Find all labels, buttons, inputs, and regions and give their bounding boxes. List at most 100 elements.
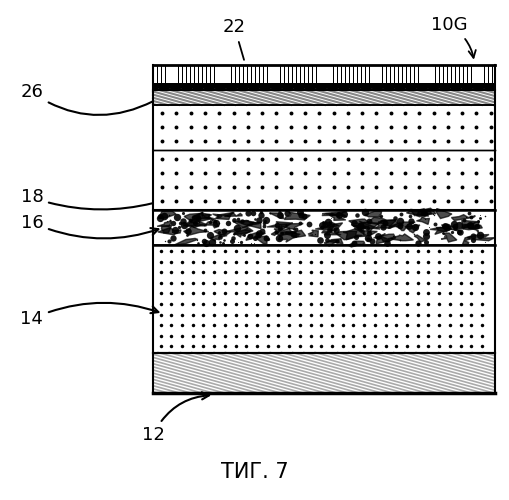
Bar xyxy=(479,65,483,82)
Bar xyxy=(439,65,442,82)
Bar xyxy=(349,65,353,82)
Bar xyxy=(153,352,494,393)
Bar xyxy=(378,65,381,82)
Polygon shape xyxy=(328,238,342,244)
Polygon shape xyxy=(307,230,318,237)
Polygon shape xyxy=(174,238,197,245)
Bar xyxy=(414,65,418,82)
Bar xyxy=(215,65,218,82)
Bar xyxy=(484,65,487,82)
Polygon shape xyxy=(267,222,292,231)
Bar xyxy=(317,65,320,82)
Bar xyxy=(422,65,426,82)
Polygon shape xyxy=(284,212,309,220)
Bar xyxy=(361,65,365,82)
Polygon shape xyxy=(247,222,261,228)
Bar xyxy=(190,65,194,82)
Bar xyxy=(443,65,446,82)
Bar xyxy=(170,65,174,82)
Bar xyxy=(199,65,202,82)
Polygon shape xyxy=(335,231,362,239)
Polygon shape xyxy=(183,226,208,235)
Polygon shape xyxy=(348,219,369,224)
Polygon shape xyxy=(373,234,395,242)
Polygon shape xyxy=(353,221,379,229)
Bar xyxy=(153,210,494,245)
Bar xyxy=(418,65,422,82)
Polygon shape xyxy=(323,240,338,246)
Polygon shape xyxy=(378,220,395,226)
Bar xyxy=(276,65,279,82)
Polygon shape xyxy=(359,222,378,233)
Bar xyxy=(455,65,459,82)
Bar xyxy=(475,65,479,82)
Polygon shape xyxy=(158,228,181,235)
Polygon shape xyxy=(269,210,283,218)
Polygon shape xyxy=(161,225,172,233)
Bar xyxy=(153,105,494,150)
Bar xyxy=(174,65,178,82)
Bar xyxy=(207,65,210,82)
Bar xyxy=(382,65,385,82)
Bar xyxy=(166,65,169,82)
Polygon shape xyxy=(291,230,305,237)
Polygon shape xyxy=(271,228,281,235)
Polygon shape xyxy=(375,220,398,228)
Polygon shape xyxy=(327,223,342,232)
Polygon shape xyxy=(450,214,474,220)
Bar xyxy=(154,65,157,82)
Polygon shape xyxy=(210,234,227,241)
Polygon shape xyxy=(236,220,259,226)
Polygon shape xyxy=(184,214,200,220)
Bar xyxy=(321,65,324,82)
Polygon shape xyxy=(191,212,213,222)
Polygon shape xyxy=(276,228,295,236)
Bar xyxy=(194,65,198,82)
Bar xyxy=(182,65,186,82)
Polygon shape xyxy=(367,218,386,224)
Polygon shape xyxy=(440,233,456,242)
Bar xyxy=(451,65,455,82)
Polygon shape xyxy=(324,222,338,228)
Bar xyxy=(406,65,410,82)
Bar xyxy=(231,65,235,82)
Polygon shape xyxy=(315,224,334,230)
Bar xyxy=(235,65,239,82)
Bar xyxy=(268,65,271,82)
Polygon shape xyxy=(210,216,221,221)
Bar xyxy=(153,245,494,352)
Polygon shape xyxy=(329,214,345,220)
Polygon shape xyxy=(441,225,461,232)
Bar xyxy=(264,65,267,82)
Polygon shape xyxy=(343,229,365,240)
Polygon shape xyxy=(233,220,253,228)
Polygon shape xyxy=(410,208,435,216)
Polygon shape xyxy=(186,219,207,226)
Bar xyxy=(251,65,255,82)
Bar xyxy=(374,65,377,82)
Polygon shape xyxy=(226,226,252,234)
Polygon shape xyxy=(395,222,414,230)
Text: 14: 14 xyxy=(20,303,158,328)
Bar xyxy=(284,65,288,82)
Text: 12: 12 xyxy=(142,392,209,444)
Bar xyxy=(337,65,341,82)
Bar xyxy=(386,65,389,82)
Polygon shape xyxy=(462,222,478,228)
Polygon shape xyxy=(212,214,230,220)
Polygon shape xyxy=(285,232,296,237)
Bar xyxy=(256,65,259,82)
Bar xyxy=(243,65,247,82)
Polygon shape xyxy=(278,232,300,242)
Bar xyxy=(203,65,206,82)
Polygon shape xyxy=(158,210,176,218)
Polygon shape xyxy=(191,212,209,219)
Polygon shape xyxy=(388,222,403,228)
Bar xyxy=(463,65,467,82)
Polygon shape xyxy=(321,230,341,235)
Polygon shape xyxy=(201,213,211,219)
Text: 22: 22 xyxy=(222,18,246,60)
Bar xyxy=(329,65,332,82)
Bar xyxy=(357,65,361,82)
Bar xyxy=(300,65,304,82)
